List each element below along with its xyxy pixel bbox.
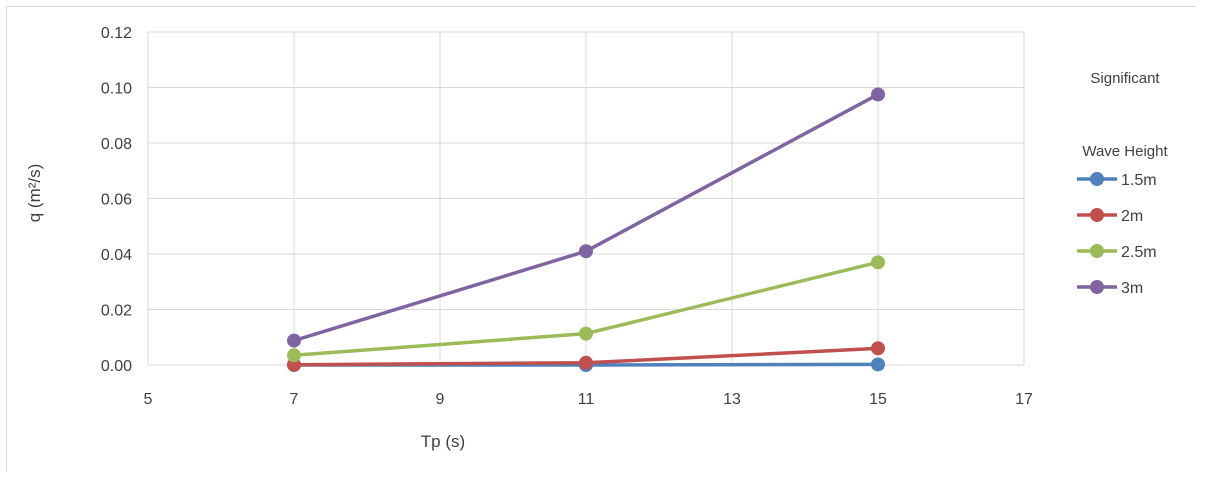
line-chart: 5 7 9 11 13 15 170.000.020.040.060.080.100.12 … — [25, 25, 1168, 451]
y-tick-label: 0.04 — [101, 247, 132, 264]
y-tick-label: 0.10 — [101, 81, 132, 98]
series-layer — [287, 87, 885, 372]
legend-item: 2m — [1077, 208, 1143, 225]
x-tick-label: 9 — [436, 391, 445, 408]
legend-swatch-marker — [1090, 244, 1104, 258]
data-point — [871, 255, 885, 270]
data-point — [579, 244, 593, 259]
data-point — [287, 333, 301, 348]
data-point — [871, 357, 885, 372]
chart-frame: 5 7 9 11 13 15 17 0.00 0.02 0.04 0.06 0.08 0.10 0.12 … — [6, 6, 1196, 472]
y-tick-label: 0.02 — [101, 303, 132, 320]
legend-label: 2.5m — [1121, 244, 1157, 261]
series-3m — [287, 87, 885, 348]
data-point — [579, 355, 593, 370]
data-point — [871, 87, 885, 102]
legend-items: 1.5m 2m 2.5m 3m — [1077, 172, 1157, 297]
x-tick-label: 17 — [1015, 391, 1033, 408]
y-tick-label: 0.12 — [101, 25, 132, 42]
axes: 5 7 9 11 13 15 17 0.00 0.02 0.04 0.06 0.08 0.10 0.12 — [101, 25, 1033, 408]
legend-label: 1.5m — [1121, 172, 1157, 189]
y-tick-label: 0.08 — [101, 136, 132, 153]
x-tick-label: 15 — [869, 391, 887, 408]
y-axis-title: q (m²/s) — [25, 164, 44, 223]
legend-swatch-marker — [1090, 172, 1104, 186]
legend-title-line2: Wave Height — [1082, 143, 1168, 160]
grid — [147, 31, 1025, 366]
legend-swatch-marker — [1090, 280, 1104, 294]
data-point — [871, 341, 885, 356]
x-tick-label: 7 — [290, 391, 299, 408]
x-tick-label: 11 — [578, 391, 595, 408]
legend-item: 2.5m — [1077, 244, 1157, 261]
series-2-5m — [287, 255, 885, 363]
y-tick-label: 0.06 — [101, 192, 132, 209]
legend-item: 1.5m — [1077, 172, 1157, 189]
x-tick-label: 13 — [723, 391, 741, 408]
legend-label: 2m — [1121, 208, 1143, 225]
data-point — [579, 326, 593, 341]
data-point — [287, 348, 301, 363]
legend-title-line1: Significant — [1090, 70, 1160, 87]
legend: Significant Wave Height 1.5m 2m 2.5m 3m — [1077, 70, 1168, 297]
x-axis-title: Tp (s) — [421, 432, 465, 451]
x-tick-label: 5 — [144, 391, 153, 408]
legend-item: 3m — [1077, 280, 1143, 297]
y-tick-label: 0.00 — [101, 358, 132, 375]
legend-swatch-marker — [1090, 208, 1104, 222]
legend-label: 3m — [1121, 280, 1143, 297]
